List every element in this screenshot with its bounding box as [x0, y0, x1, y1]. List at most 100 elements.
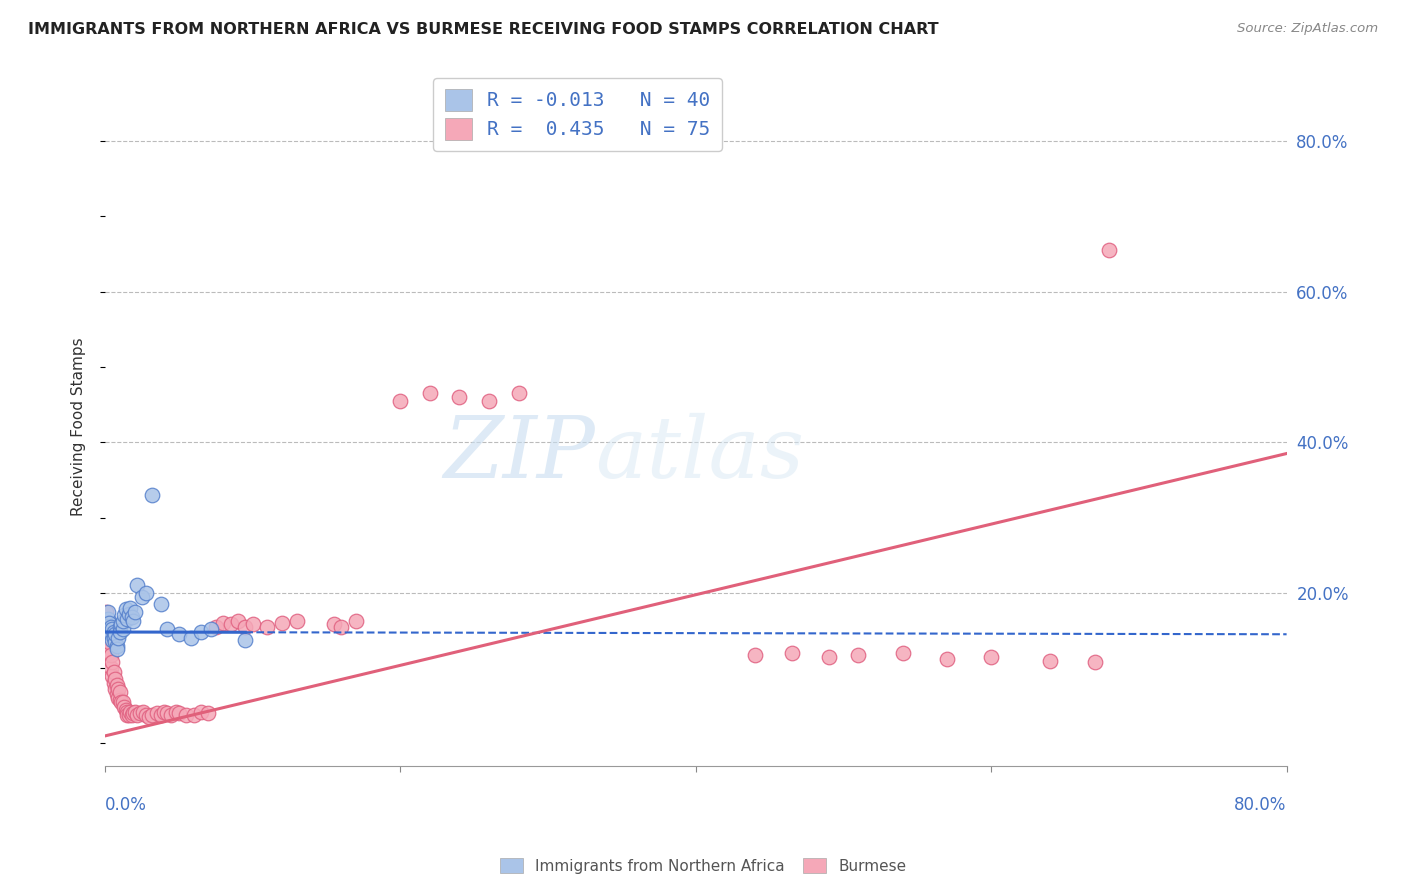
- Point: [285, 615, 308, 629]
- Point: [780, 646, 803, 660]
- Point: [478, 393, 501, 408]
- Point: [150, 597, 173, 611]
- Point: [104, 682, 127, 697]
- Point: [389, 393, 412, 408]
- Point: [110, 695, 132, 709]
- Point: [271, 615, 294, 630]
- Point: [117, 607, 139, 621]
- Point: [96, 620, 118, 634]
- Point: [233, 632, 256, 647]
- Y-axis label: Receiving Food Stamps: Receiving Food Stamps: [72, 338, 86, 516]
- Point: [190, 625, 212, 640]
- Point: [256, 620, 278, 634]
- Point: [105, 642, 128, 657]
- Point: [200, 622, 222, 636]
- Point: [103, 665, 125, 679]
- Point: [111, 615, 134, 629]
- Point: [115, 612, 138, 626]
- Point: [105, 678, 128, 692]
- Point: [115, 707, 138, 722]
- Point: [219, 617, 242, 632]
- Point: [111, 695, 134, 709]
- Point: [129, 706, 152, 721]
- Point: [98, 646, 121, 660]
- Point: [935, 652, 957, 666]
- Point: [108, 692, 131, 706]
- Point: [242, 617, 264, 632]
- Point: [96, 620, 118, 634]
- Point: [107, 682, 129, 697]
- Point: [105, 639, 128, 653]
- Point: [107, 631, 129, 645]
- Point: [107, 691, 129, 706]
- Point: [112, 700, 135, 714]
- Point: [330, 620, 353, 634]
- Point: [132, 705, 155, 719]
- Point: [153, 705, 176, 719]
- Point: [122, 615, 145, 629]
- Point: [135, 586, 157, 600]
- Point: [980, 649, 1002, 664]
- Point: [112, 608, 135, 623]
- Point: [124, 605, 146, 619]
- Point: [97, 615, 120, 630]
- Point: [1039, 654, 1062, 668]
- Point: [100, 627, 122, 641]
- Point: [108, 625, 131, 640]
- Point: [97, 605, 120, 619]
- Point: [167, 706, 190, 721]
- Point: [97, 631, 120, 645]
- Point: [104, 627, 127, 641]
- Point: [204, 620, 226, 634]
- Point: [183, 707, 205, 722]
- Point: [103, 676, 125, 690]
- Point: [419, 386, 441, 401]
- Point: [180, 631, 202, 645]
- Point: [233, 620, 256, 634]
- Point: [120, 601, 142, 615]
- Point: [103, 631, 125, 645]
- Point: [114, 602, 136, 616]
- Point: [160, 707, 183, 722]
- Legend: R = -0.013   N = 40, R =  0.435   N = 75: R = -0.013 N = 40, R = 0.435 N = 75: [433, 78, 723, 152]
- Point: [190, 705, 212, 719]
- Point: [98, 615, 121, 630]
- Point: [846, 648, 869, 662]
- Text: 80.0%: 80.0%: [1234, 797, 1286, 814]
- Point: [344, 615, 367, 629]
- Point: [135, 707, 157, 722]
- Legend: Immigrants from Northern Africa, Burmese: Immigrants from Northern Africa, Burmese: [494, 852, 912, 880]
- Point: [121, 610, 143, 624]
- Point: [1098, 244, 1121, 258]
- Point: [103, 625, 125, 640]
- Point: [1084, 655, 1107, 669]
- Point: [122, 706, 145, 721]
- Point: [98, 624, 121, 638]
- Point: [891, 646, 914, 660]
- Point: [100, 661, 122, 675]
- Point: [131, 590, 153, 604]
- Point: [150, 707, 173, 722]
- Point: [108, 620, 131, 634]
- Point: [817, 649, 839, 664]
- Point: [111, 622, 134, 636]
- Point: [156, 622, 179, 636]
- Point: [124, 705, 146, 719]
- Text: atlas: atlas: [595, 413, 804, 496]
- Point: [197, 706, 219, 721]
- Point: [323, 617, 346, 632]
- Point: [108, 685, 131, 699]
- Point: [100, 648, 122, 662]
- Point: [508, 386, 530, 401]
- Point: [174, 707, 197, 722]
- Point: [114, 702, 136, 716]
- Point: [117, 707, 139, 722]
- Text: Source: ZipAtlas.com: Source: ZipAtlas.com: [1237, 22, 1378, 36]
- Point: [120, 705, 142, 719]
- Point: [101, 655, 124, 669]
- Point: [226, 615, 249, 629]
- Point: [104, 634, 127, 648]
- Point: [121, 707, 143, 722]
- Point: [100, 620, 122, 634]
- Point: [212, 615, 235, 630]
